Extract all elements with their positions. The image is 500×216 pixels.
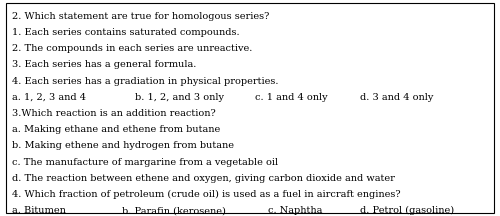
Text: b. Making ethene and hydrogen from butane: b. Making ethene and hydrogen from butan…: [12, 141, 234, 151]
Text: b. 1, 2, and 3 only: b. 1, 2, and 3 only: [135, 93, 224, 102]
Text: a. Making ethane and ethene from butane: a. Making ethane and ethene from butane: [12, 125, 221, 134]
Text: c. Naphtha: c. Naphtha: [268, 206, 322, 215]
Text: d. Petrol (gasoline): d. Petrol (gasoline): [360, 206, 454, 215]
Text: 4. Each series has a gradiation in physical properties.: 4. Each series has a gradiation in physi…: [12, 77, 279, 86]
Text: 1. Each series contains saturated compounds.: 1. Each series contains saturated compou…: [12, 28, 240, 37]
Text: d. 3 and 4 only: d. 3 and 4 only: [360, 93, 434, 102]
Text: b. Parafin (kerosene): b. Parafin (kerosene): [122, 206, 226, 215]
Text: 3.Which reaction is an addition reaction?: 3.Which reaction is an addition reaction…: [12, 109, 216, 118]
Text: 2. Which statement are true for homologous series?: 2. Which statement are true for homologo…: [12, 12, 270, 21]
Text: 4. Which fraction of petroleum (crude oil) is used as a fuel in aircraft engines: 4. Which fraction of petroleum (crude oi…: [12, 190, 401, 199]
Text: a. 1, 2, 3 and 4: a. 1, 2, 3 and 4: [12, 93, 86, 102]
Text: 3. Each series has a general formula.: 3. Each series has a general formula.: [12, 60, 197, 70]
Text: d. The reaction between ethene and oxygen, giving carbon dioxide and water: d. The reaction between ethene and oxyge…: [12, 174, 396, 183]
Text: 2. The compounds in each series are unreactive.: 2. The compounds in each series are unre…: [12, 44, 253, 53]
Text: c. The manufacture of margarine from a vegetable oil: c. The manufacture of margarine from a v…: [12, 158, 278, 167]
Text: c. 1 and 4 only: c. 1 and 4 only: [255, 93, 328, 102]
Text: a. Bitumen: a. Bitumen: [12, 206, 66, 215]
